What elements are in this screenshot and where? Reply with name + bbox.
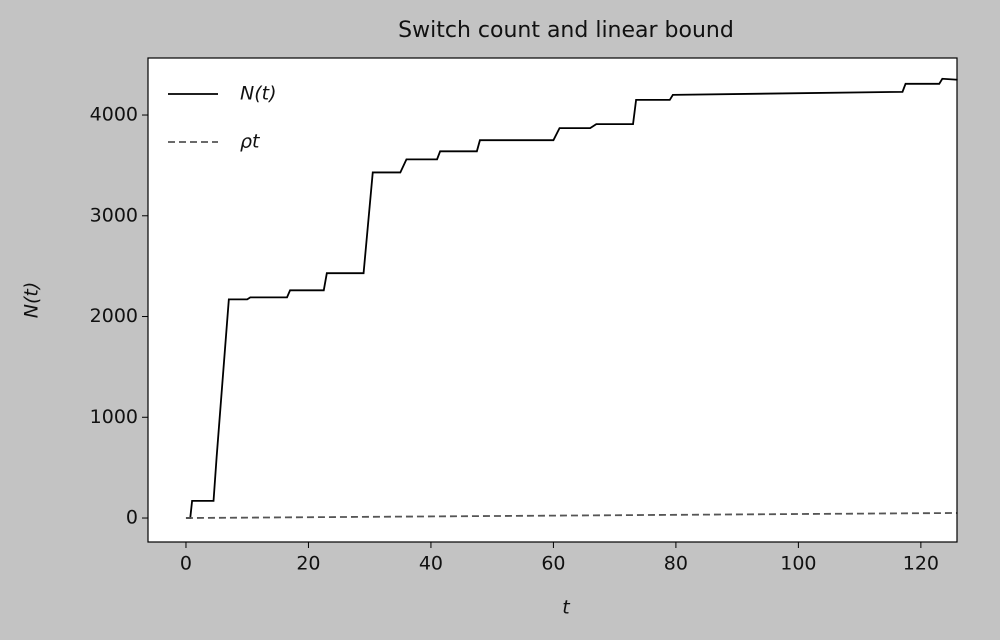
x-tick-label: 100 — [780, 553, 816, 575]
legend-label: ρt — [240, 131, 261, 153]
plot-frame — [147, 57, 958, 543]
x-tick-label: 80 — [664, 553, 688, 575]
x-tick-label: 0 — [180, 553, 192, 575]
y-tick-label: 2000 — [90, 305, 138, 327]
data-line — [185, 77, 958, 519]
y-tick-label: 1000 — [90, 406, 138, 428]
y-tick-label: 4000 — [90, 104, 138, 126]
x-axis-label: t — [562, 597, 571, 619]
data-line — [185, 512, 958, 519]
chart-title: Switch count and linear bound — [398, 18, 734, 43]
legend-label: N(t) — [240, 83, 277, 105]
x-tick-label: 60 — [541, 553, 565, 575]
y-tick-label: 3000 — [90, 204, 138, 226]
plot-area — [148, 58, 957, 542]
x-tick-label: 40 — [419, 553, 443, 575]
y-tick-label: 0 — [126, 507, 138, 529]
y-axis-label: N(t) — [21, 282, 43, 319]
x-tick-label: 120 — [903, 553, 939, 575]
x-tick-label: 20 — [296, 553, 320, 575]
